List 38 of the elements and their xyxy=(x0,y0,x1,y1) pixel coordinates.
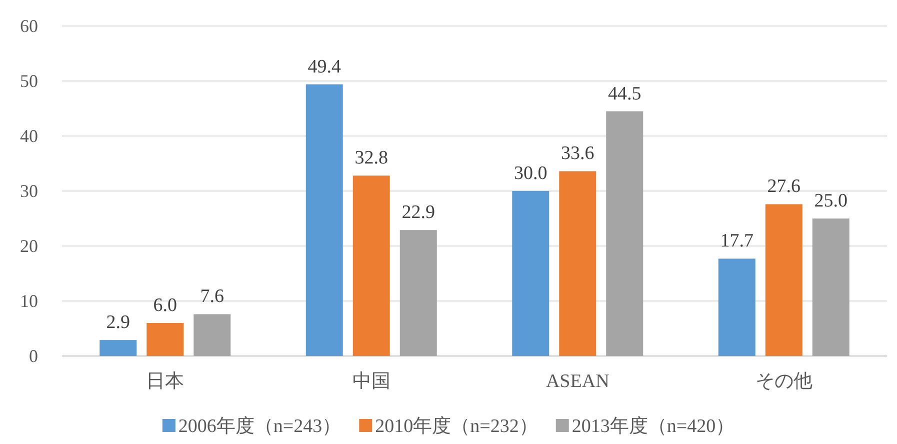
data-label: 6.0 xyxy=(153,295,177,316)
y-tick-label: 20 xyxy=(20,236,38,256)
bar xyxy=(606,111,644,356)
data-label: 49.4 xyxy=(308,56,342,78)
y-tick-label: 30 xyxy=(20,181,38,201)
y-tick-label: 0 xyxy=(29,346,38,366)
bar xyxy=(765,204,802,356)
bar xyxy=(146,323,184,356)
y-tick-label: 50 xyxy=(20,71,38,91)
data-label: 2.9 xyxy=(106,312,130,334)
data-label: 44.5 xyxy=(608,83,642,104)
data-label: 7.6 xyxy=(200,286,224,308)
legend-label: 2006年度（n=243） xyxy=(178,415,342,437)
data-label: 32.8 xyxy=(354,148,388,169)
bar xyxy=(306,84,343,356)
bar xyxy=(100,340,137,356)
data-label: 25.0 xyxy=(814,190,848,212)
x-tick-label: ASEAN xyxy=(546,371,610,392)
data-label: 27.6 xyxy=(767,176,800,198)
bar xyxy=(512,191,550,356)
y-tick-label: 60 xyxy=(20,16,38,36)
data-label: 17.7 xyxy=(720,230,754,252)
x-tick-label: その他 xyxy=(755,371,812,392)
x-tick-label: 日本 xyxy=(146,371,184,392)
bar xyxy=(812,218,850,356)
data-label: 22.9 xyxy=(402,202,435,224)
x-tick-label: 中国 xyxy=(352,371,390,392)
y-tick-label: 10 xyxy=(20,291,38,311)
legend-label: 2013年度（n=420） xyxy=(572,415,735,437)
data-label: 30.0 xyxy=(514,163,548,184)
bar xyxy=(718,258,756,356)
y-tick-label: 40 xyxy=(20,126,38,146)
bar xyxy=(400,230,437,356)
data-label: 33.6 xyxy=(561,143,594,164)
bar xyxy=(194,314,231,356)
bar xyxy=(559,171,596,356)
legend-label: 2010年度（n=232） xyxy=(375,415,538,437)
bar xyxy=(352,176,390,356)
